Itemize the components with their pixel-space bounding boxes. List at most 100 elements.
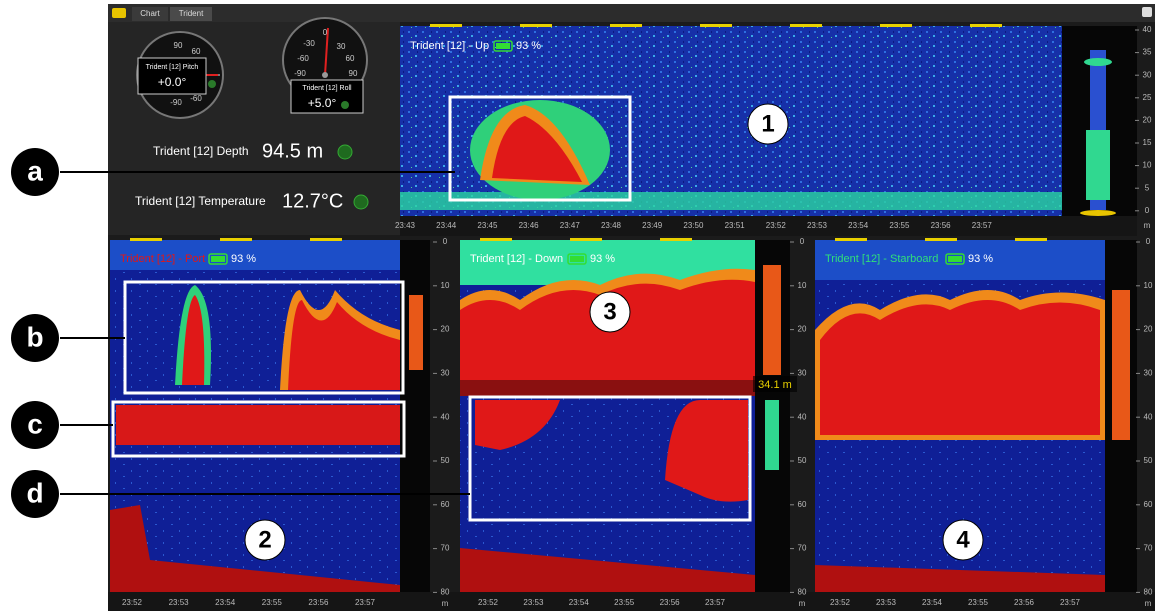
time-label: 23:46 [519, 221, 540, 230]
battery-level-label: 93 % [590, 253, 615, 265]
a-scope-signal [763, 265, 781, 375]
depth-unit: m [1145, 599, 1152, 608]
depth-label: 40 [1143, 25, 1152, 34]
status-light [208, 80, 216, 88]
depth-label: 60 [798, 500, 807, 509]
depth-label: 10 [1144, 281, 1153, 290]
panel-title: Trident [12] - Up [410, 40, 489, 52]
depth-label: 50 [1144, 456, 1153, 465]
depth-label: 20 [441, 325, 450, 334]
time-marker [610, 24, 642, 27]
a-scope-signal [1112, 290, 1130, 440]
depth-label: 60 [441, 500, 450, 509]
time-label: 23:55 [614, 598, 635, 607]
time-label: 23:54 [215, 598, 236, 607]
panel-title: Trident [12] - Port [120, 253, 205, 265]
time-marker [220, 238, 252, 241]
battery-level-label: 93 % [231, 253, 256, 265]
time-label: 23:53 [169, 598, 190, 607]
status-light [338, 145, 352, 159]
callout-letter: c [27, 408, 43, 439]
gauge-scale-label: 30 [337, 42, 346, 51]
status-light [354, 195, 368, 209]
depth-label: 80 [1144, 588, 1153, 597]
depth-label: 5 [1145, 183, 1150, 192]
time-marker [880, 24, 912, 27]
time-marker [520, 24, 552, 27]
depth-unit: m [442, 599, 449, 608]
panel-number: 1 [761, 110, 774, 137]
depth-label: 15 [1143, 138, 1152, 147]
time-label: 23:52 [766, 221, 787, 230]
depth-label: 20 [1144, 325, 1153, 334]
time-marker [700, 24, 732, 27]
depth-label: 60 [1144, 500, 1153, 509]
time-label: 23:55 [889, 221, 910, 230]
time-label: 23:57 [1060, 598, 1081, 607]
tab-label: Trident [179, 9, 204, 18]
depth-marker: 34.1 m [758, 379, 792, 391]
gauge-hub [322, 72, 328, 78]
battery-level [570, 256, 584, 262]
a-scope-signal [1080, 210, 1116, 216]
a-scope-signal [409, 295, 423, 370]
gauge-scale-label: 90 [174, 41, 183, 50]
menu-button[interactable] [112, 8, 126, 18]
time-label: 23:56 [1014, 598, 1035, 607]
time-label: 23:56 [931, 221, 952, 230]
gauge-value: +5.0° [308, 96, 337, 110]
battery-level [211, 256, 225, 262]
a-scope-signal [1086, 130, 1110, 200]
depth-label: 10 [798, 281, 807, 290]
gauge-scale-label: 0 [323, 28, 328, 37]
time-marker [570, 238, 602, 241]
time-label: 23:54 [569, 598, 590, 607]
depth-label: 25 [1143, 93, 1152, 102]
time-marker [130, 238, 162, 241]
readout-label: Trident [12] Temperature [135, 194, 266, 208]
depth-unit: m [1144, 221, 1151, 230]
time-label: 23:53 [876, 598, 897, 607]
toolbar [108, 4, 1155, 22]
time-label: 23:56 [308, 598, 329, 607]
status-light [341, 101, 349, 109]
readout-value: 12.7°C [282, 190, 343, 212]
time-label: 23:57 [705, 598, 726, 607]
time-label: 23:47 [560, 221, 581, 230]
time-label: 23:52 [830, 598, 851, 607]
gauge-scale-label: -90 [294, 69, 306, 78]
time-marker [925, 238, 957, 241]
gauge-value: +0.0° [158, 75, 187, 89]
gauge-scale-label: -90 [170, 98, 182, 107]
time-marker [1015, 238, 1047, 241]
time-label: 23:51 [725, 221, 746, 230]
time-marker [790, 24, 822, 27]
readout-label: Trident [12] Depth [153, 144, 249, 158]
time-label: 23:52 [122, 598, 143, 607]
time-label: 23:55 [968, 598, 989, 607]
gauge-scale-label: -30 [303, 39, 315, 48]
depth-label: 40 [441, 412, 450, 421]
tab-label: Chart [140, 9, 160, 18]
depth-label: 70 [441, 544, 450, 553]
fish-school [820, 300, 1100, 435]
depth-label: 30 [441, 369, 450, 378]
callout-letter: d [26, 477, 43, 508]
a-scope-signal [765, 400, 779, 470]
gauge-scale-label: 60 [192, 47, 201, 56]
depth-label: 10 [1143, 161, 1152, 170]
time-label: 23:55 [262, 598, 283, 607]
callout-letter: b [26, 321, 43, 352]
panel-number: 3 [603, 298, 616, 325]
camera-icon[interactable] [1142, 7, 1152, 17]
depth-unit: m [799, 599, 806, 608]
depth-label: 35 [1143, 48, 1152, 57]
time-marker [480, 238, 512, 241]
time-label: 23:44 [436, 221, 457, 230]
time-label: 23:45 [477, 221, 498, 230]
time-label: 23:57 [972, 221, 993, 230]
time-marker [310, 238, 342, 241]
panel-number: 4 [956, 526, 970, 553]
depth-label: 70 [798, 544, 807, 553]
depth-label: 20 [798, 325, 807, 334]
